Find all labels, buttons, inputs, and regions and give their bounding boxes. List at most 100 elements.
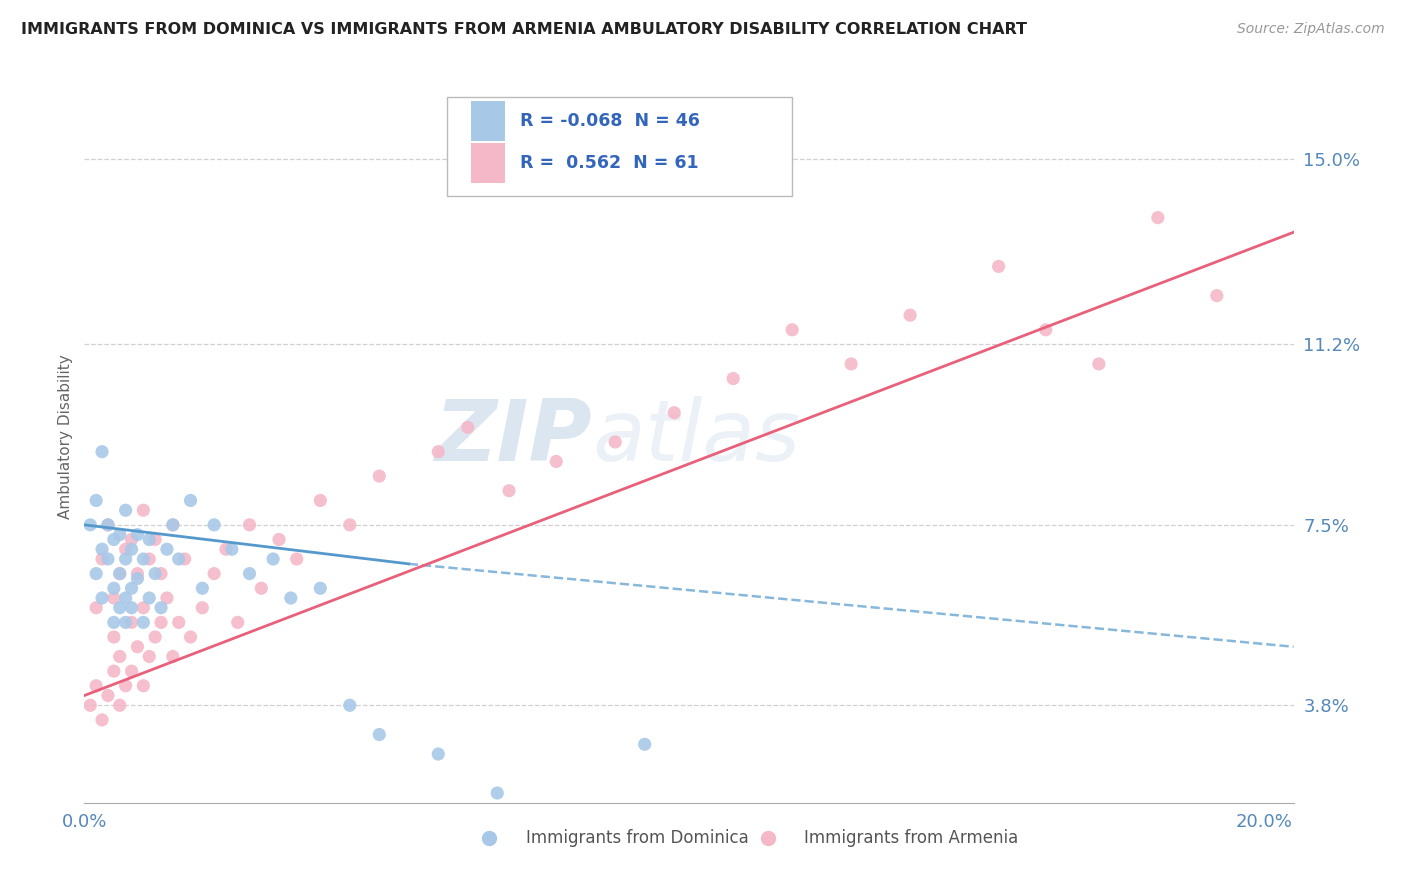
Point xyxy=(121,533,143,547)
Point xyxy=(191,600,214,615)
Point xyxy=(309,493,332,508)
Point xyxy=(427,747,450,761)
Point xyxy=(285,552,308,566)
Point xyxy=(91,444,114,458)
Point xyxy=(97,517,120,532)
Point xyxy=(103,630,125,644)
Point xyxy=(138,649,160,664)
Point xyxy=(150,600,173,615)
Point xyxy=(84,600,107,615)
Text: Source: ZipAtlas.com: Source: ZipAtlas.com xyxy=(1237,22,1385,37)
Point xyxy=(898,308,921,322)
Point xyxy=(1088,357,1111,371)
Point xyxy=(132,600,155,615)
Point xyxy=(108,566,131,581)
Point xyxy=(546,810,568,824)
Point xyxy=(780,323,803,337)
Point xyxy=(79,698,101,713)
Point xyxy=(368,727,391,741)
Point xyxy=(664,406,686,420)
FancyBboxPatch shape xyxy=(447,97,792,195)
Point xyxy=(114,552,136,566)
Point xyxy=(121,600,143,615)
Point xyxy=(221,542,243,557)
Point xyxy=(138,552,160,566)
Point xyxy=(79,517,101,532)
Point xyxy=(114,591,136,605)
Point xyxy=(127,527,149,541)
Point xyxy=(108,698,131,713)
Point xyxy=(108,600,131,615)
Point xyxy=(721,371,744,385)
Point xyxy=(91,542,114,557)
Point xyxy=(215,542,238,557)
Point xyxy=(97,689,120,703)
Point xyxy=(132,552,155,566)
Point xyxy=(121,542,143,557)
Point xyxy=(143,533,166,547)
Text: Immigrants from Dominica: Immigrants from Dominica xyxy=(526,829,748,847)
Point xyxy=(486,786,509,800)
Point xyxy=(91,591,114,605)
Point xyxy=(150,566,173,581)
Point xyxy=(156,591,179,605)
Point xyxy=(143,630,166,644)
Point xyxy=(162,649,184,664)
Point xyxy=(839,357,862,371)
Point xyxy=(127,566,149,581)
Point xyxy=(103,615,125,630)
Point xyxy=(138,591,160,605)
Point xyxy=(262,552,284,566)
Point xyxy=(634,737,657,751)
Text: R =  0.562  N = 61: R = 0.562 N = 61 xyxy=(520,154,699,172)
Point xyxy=(202,566,225,581)
Point xyxy=(127,572,149,586)
FancyBboxPatch shape xyxy=(471,143,505,183)
Point xyxy=(127,640,149,654)
Point xyxy=(84,566,107,581)
Point xyxy=(143,566,166,581)
Point xyxy=(132,503,155,517)
Point xyxy=(156,542,179,557)
Point xyxy=(91,552,114,566)
Point xyxy=(987,260,1010,274)
Y-axis label: Ambulatory Disability: Ambulatory Disability xyxy=(58,355,73,519)
Text: ZIP: ZIP xyxy=(434,395,592,479)
Point xyxy=(368,469,391,483)
Point xyxy=(150,615,173,630)
Point xyxy=(162,517,184,532)
Point xyxy=(191,581,214,595)
Point xyxy=(121,615,143,630)
Point xyxy=(114,615,136,630)
Text: Immigrants from Armenia: Immigrants from Armenia xyxy=(804,829,1018,847)
Point xyxy=(121,581,143,595)
Point xyxy=(103,664,125,678)
Point xyxy=(84,679,107,693)
Text: atlas: atlas xyxy=(592,395,800,479)
Point xyxy=(309,581,332,595)
Point xyxy=(108,566,131,581)
Point xyxy=(180,493,202,508)
Point xyxy=(267,533,290,547)
Point xyxy=(132,615,155,630)
Text: R = -0.068  N = 46: R = -0.068 N = 46 xyxy=(520,112,700,129)
Point xyxy=(173,552,195,566)
Point xyxy=(180,630,202,644)
Point xyxy=(103,581,125,595)
Point xyxy=(457,420,479,434)
Point xyxy=(226,615,249,630)
Point xyxy=(167,615,190,630)
Point xyxy=(114,679,136,693)
Point xyxy=(91,713,114,727)
Point xyxy=(97,517,120,532)
FancyBboxPatch shape xyxy=(471,101,505,141)
Text: IMMIGRANTS FROM DOMINICA VS IMMIGRANTS FROM ARMENIA AMBULATORY DISABILITY CORREL: IMMIGRANTS FROM DOMINICA VS IMMIGRANTS F… xyxy=(21,22,1028,37)
Point xyxy=(162,517,184,532)
Point xyxy=(114,503,136,517)
Point xyxy=(121,664,143,678)
Point xyxy=(238,517,260,532)
Point xyxy=(103,533,125,547)
Point xyxy=(339,517,361,532)
Point xyxy=(1205,288,1227,302)
Point xyxy=(103,591,125,605)
